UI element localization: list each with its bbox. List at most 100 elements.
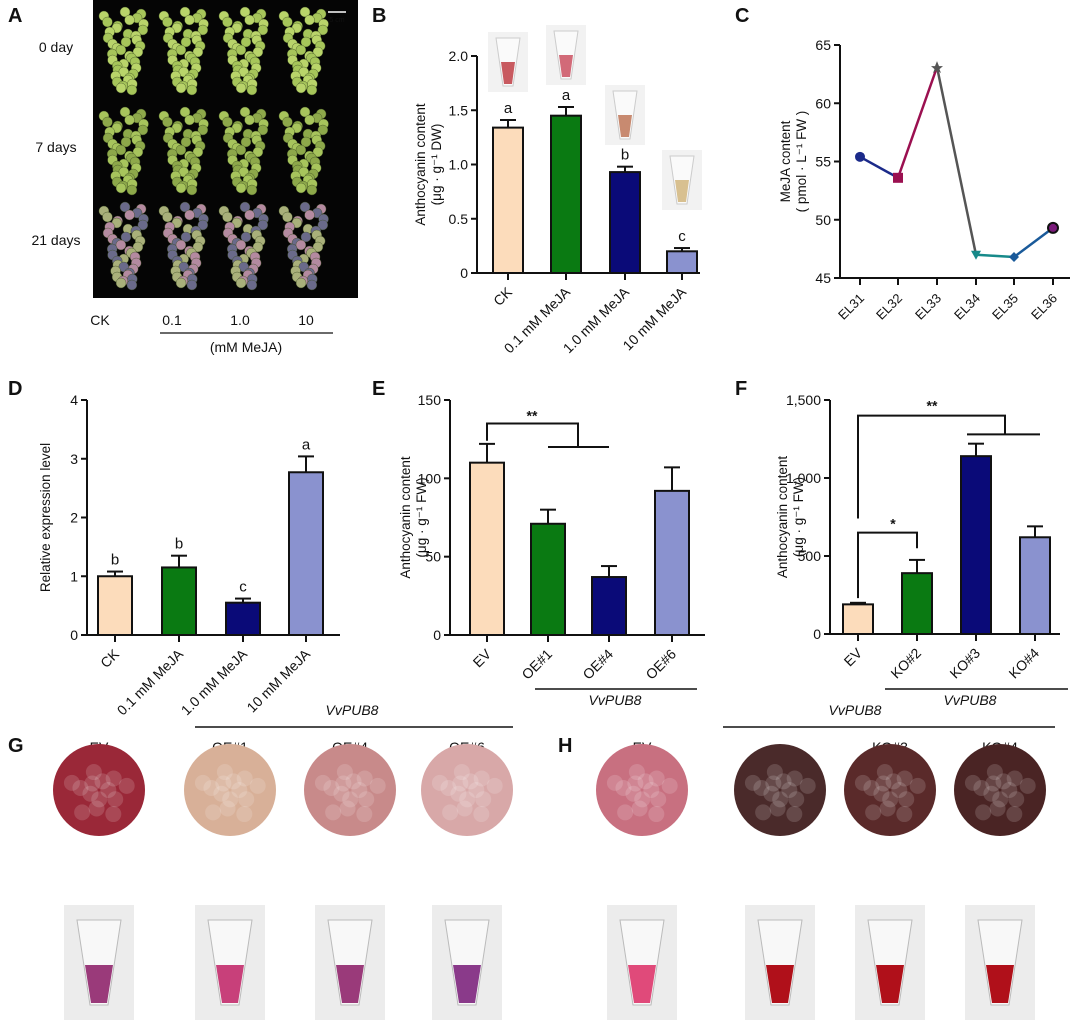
callus-texture: [1001, 782, 1018, 798]
significance-letter: a: [562, 87, 571, 104]
callus-image: [844, 744, 936, 836]
grape-berry: [124, 114, 135, 126]
callus-texture: [854, 774, 871, 791]
callus-texture: [865, 804, 882, 821]
column-label: 1.0: [230, 312, 250, 328]
grape-berry: [119, 201, 131, 213]
tube-liquid: [986, 965, 1014, 1003]
grape-berry: [299, 6, 311, 18]
panel-label-B: B: [372, 5, 386, 27]
scale-bar-label: 5 cm: [329, 17, 344, 24]
callus-texture: [896, 806, 913, 823]
unit-label: (mM MeJA): [210, 339, 282, 355]
callus-texture: [105, 806, 122, 823]
y-tick-label: 150: [418, 392, 442, 408]
grape-berry: [235, 44, 247, 56]
callus-texture: [194, 774, 211, 791]
panel-label-H: H: [558, 735, 572, 757]
callus-texture: [634, 791, 651, 808]
panel-label-G: G: [8, 735, 24, 757]
bar: [591, 576, 627, 636]
grape-cluster: [158, 6, 209, 96]
grape-berry: [132, 146, 144, 158]
tube-liquid: [559, 55, 573, 77]
row-label: 0 day: [39, 39, 73, 55]
tube-image: [965, 905, 1035, 1020]
grape-berry: [115, 277, 127, 289]
callus-texture: [661, 777, 678, 794]
callus-texture: [873, 785, 890, 802]
callus-texture: [973, 779, 990, 796]
callus-texture: [625, 785, 642, 802]
callus-image: [421, 744, 513, 836]
grape-berry: [312, 46, 324, 58]
panel-label-E: E: [372, 378, 385, 400]
line-segment: [859, 155, 899, 179]
grape-berry: [244, 114, 255, 126]
grape-berry: [197, 124, 209, 136]
callus-texture: [744, 774, 761, 791]
grape-berry: [186, 84, 198, 96]
grape-cluster: [98, 106, 149, 196]
callus-texture: [219, 800, 236, 817]
grape-berry: [186, 184, 198, 196]
y-axis-label: (μg · g⁻¹ DW): [429, 124, 444, 206]
grape-berry: [124, 209, 135, 221]
grape-berry: [295, 239, 307, 251]
x-tick-label: EL35: [989, 291, 1021, 323]
callus-texture: [88, 800, 105, 817]
callus-texture: [453, 764, 470, 781]
bar: [288, 471, 324, 637]
callus-dish: [184, 744, 276, 836]
callus-texture: [335, 775, 352, 792]
callus-texture: [475, 791, 492, 808]
callus-texture: [358, 791, 375, 808]
callus-dish: [421, 744, 513, 836]
grape-berry: [257, 219, 269, 231]
tube-image: [855, 905, 925, 1020]
bar: [469, 461, 505, 636]
grape-cluster: [158, 106, 209, 196]
callus-texture: [85, 764, 102, 781]
callus-texture: [215, 775, 232, 792]
tube-image: [195, 905, 265, 1020]
grape-berry: [300, 136, 312, 148]
grape-berry: [239, 201, 251, 213]
grape-berry: [179, 106, 191, 118]
grape-berry: [115, 82, 127, 94]
callus-texture: [100, 782, 117, 798]
significance-marker: **: [527, 407, 538, 423]
callus-texture: [473, 806, 490, 823]
callus-texture: [755, 804, 772, 821]
grape-berry: [126, 184, 138, 196]
callus-texture: [236, 806, 253, 823]
grape-berry: [179, 6, 191, 18]
grape-berry: [120, 36, 132, 48]
callus-texture: [236, 770, 253, 787]
x-tick-label: KO#2: [887, 645, 924, 682]
grape-berry: [246, 184, 258, 196]
callus-texture: [964, 774, 981, 791]
callus-texture: [788, 791, 805, 808]
grape-berry: [175, 44, 187, 56]
column-label: 10: [298, 312, 314, 328]
y-tick-label: 2.0: [449, 48, 469, 64]
callus-texture: [473, 770, 490, 787]
tube-image: [546, 25, 586, 85]
callus-texture: [786, 806, 803, 823]
grape-berry: [162, 116, 173, 128]
grape-berry: [115, 239, 127, 251]
tube-liquid: [85, 965, 113, 1003]
callus-texture: [450, 785, 467, 802]
grape-berry: [300, 231, 312, 243]
grape-berry: [306, 84, 318, 96]
data-point: [1009, 252, 1019, 263]
callus-texture: [468, 782, 485, 798]
tube-image: [662, 150, 702, 210]
grape-berry: [102, 16, 113, 28]
grape-berry: [312, 146, 324, 158]
callus-texture: [72, 779, 89, 796]
y-tick-label: 0: [433, 627, 441, 643]
grape-berry: [295, 82, 307, 94]
callus-texture: [986, 764, 1003, 781]
